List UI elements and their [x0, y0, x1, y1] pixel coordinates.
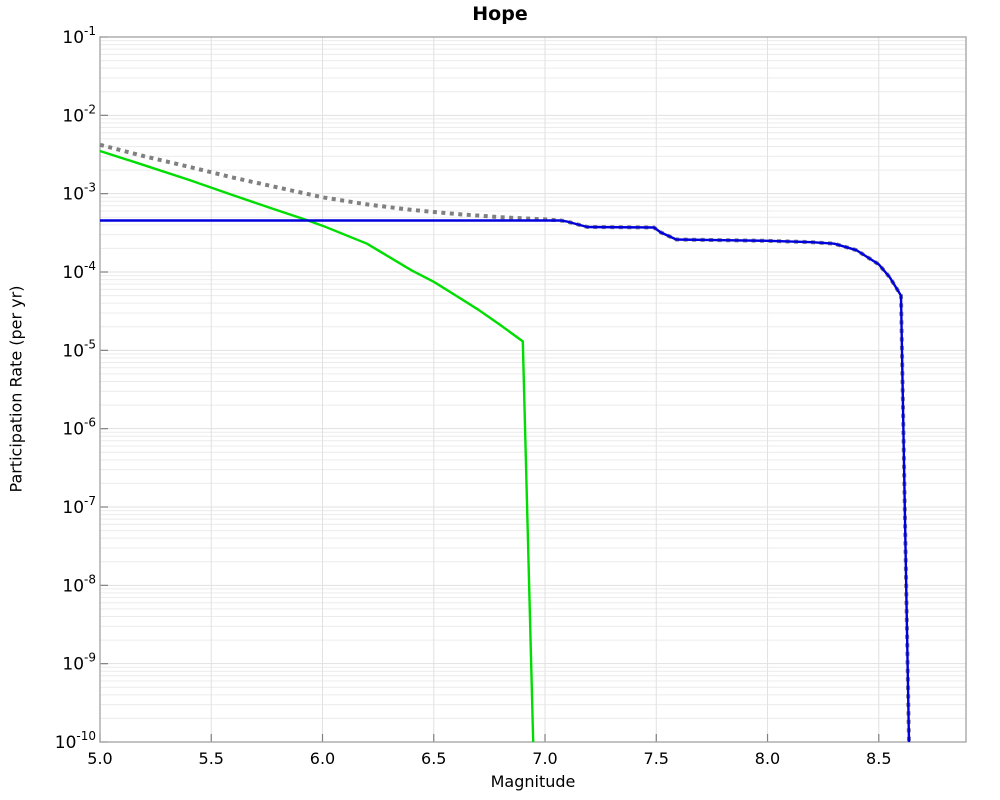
y-tick-label: 10-1	[62, 24, 96, 48]
x-tick-label: 8.5	[866, 749, 891, 768]
y-tick-label: 10-4	[62, 259, 96, 283]
x-tick-label: 6.5	[421, 749, 446, 768]
y-axis-label: Participation Rate (per yr)	[6, 285, 26, 493]
plot-area	[100, 37, 966, 742]
x-tick-label: 8.0	[755, 749, 780, 768]
major-gridlines	[100, 37, 966, 742]
y-tick-label: 10-2	[62, 102, 96, 126]
x-tick-label: 7.5	[644, 749, 669, 768]
y-tick-label: 10-9	[62, 651, 96, 675]
y-tick-label: 10-6	[62, 416, 96, 440]
y-tick-labels: 10-1 10-2 10-3 10-4 10-5 10-6 10-7 10-8 10-9 10-1…	[55, 24, 96, 753]
x-tick-labels: 5.0 5.5 6.0 6.5 7.0 7.5 8.0 8.5	[87, 749, 891, 768]
x-tick-label: 7.0	[532, 749, 557, 768]
y-tick-label: 10-10	[55, 729, 96, 753]
y-tick-label: 10-5	[62, 337, 96, 361]
y-tick-label: 10-3	[62, 181, 96, 205]
x-tick-label: 6.0	[310, 749, 335, 768]
y-tick-label: 10-8	[62, 572, 96, 596]
minor-gridlines	[100, 40, 966, 719]
x-tick-label: 5.0	[87, 749, 112, 768]
y-tick-label: 10-7	[62, 494, 96, 518]
x-tick-label: 5.5	[199, 749, 224, 768]
x-axis-label: Magnitude	[490, 772, 576, 791]
chart-title: Hope	[472, 3, 528, 25]
series-blue-solid	[100, 219, 911, 743]
series-green-solid	[99, 149, 535, 743]
